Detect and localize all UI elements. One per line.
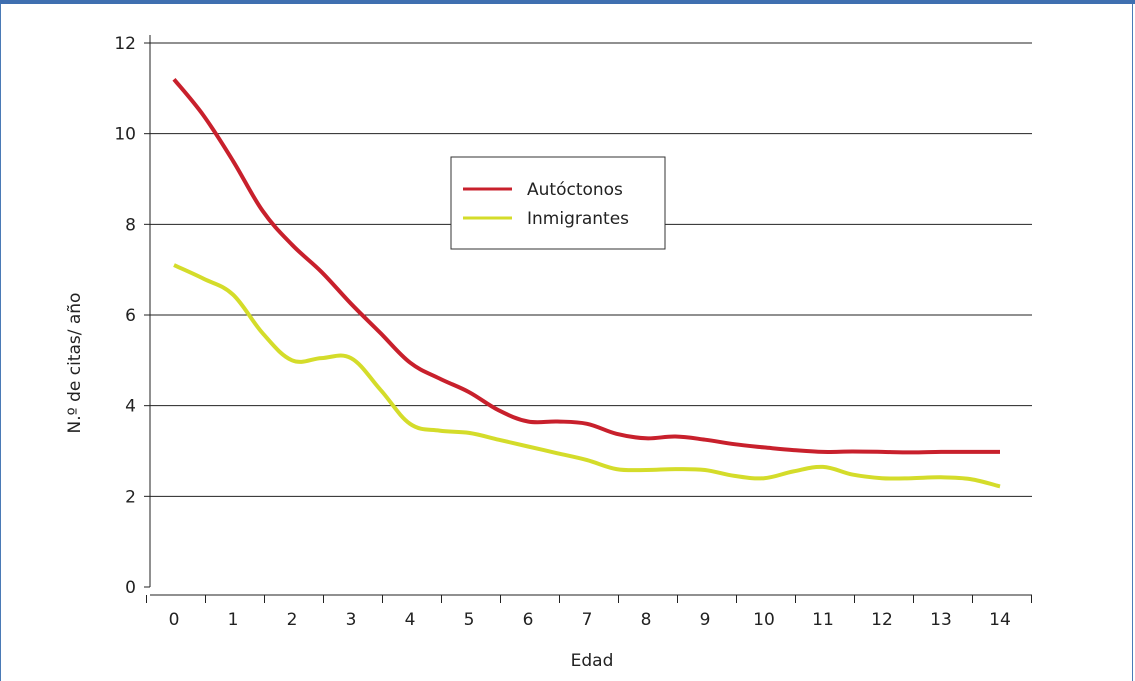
x-tick-label-13: 13 bbox=[930, 610, 952, 630]
legend: Autóctonos Inmigrantes bbox=[450, 156, 666, 250]
y-tick-label-4: 4 bbox=[125, 397, 136, 417]
series-line-inmigrantes bbox=[173, 263, 1001, 489]
y-axis-ticks: 0 2 4 6 8 10 12 bbox=[114, 34, 150, 598]
x-tick-label-0: 0 bbox=[169, 610, 180, 630]
y-tick-label-2: 2 bbox=[125, 487, 136, 507]
x-tick-label-6: 6 bbox=[523, 610, 534, 630]
x-tick-label-5: 5 bbox=[464, 610, 475, 630]
x-axis-ticks: 0 1 2 3 4 5 6 7 8 9 10 11 12 13 14 bbox=[146, 595, 1032, 630]
x-tick-label-9: 9 bbox=[700, 610, 711, 630]
grid-lines bbox=[150, 42, 1032, 497]
x-tick-label-11: 11 bbox=[812, 610, 834, 630]
legend-label-inmigrantes: Inmigrantes bbox=[527, 209, 629, 229]
x-tick-label-12: 12 bbox=[871, 610, 893, 630]
x-tick-label-1: 1 bbox=[228, 610, 239, 630]
x-tick-label-2: 2 bbox=[287, 610, 298, 630]
x-tick-label-14: 14 bbox=[989, 610, 1011, 630]
x-tick-label-10: 10 bbox=[753, 610, 775, 630]
x-tick-label-7: 7 bbox=[582, 610, 593, 630]
y-tick-label-12: 12 bbox=[114, 34, 136, 54]
y-axis-title: N.º de citas/ año bbox=[65, 293, 85, 434]
y-tick-label-0: 0 bbox=[125, 578, 136, 598]
top-border bbox=[0, 0, 1135, 4]
series-lines bbox=[172, 78, 1001, 489]
x-tick-label-3: 3 bbox=[346, 610, 357, 630]
axes bbox=[149, 35, 1032, 596]
y-tick-label-6: 6 bbox=[125, 306, 136, 326]
x-axis-title: Edad bbox=[571, 651, 614, 671]
legend-box bbox=[450, 156, 666, 250]
legend-label-autoctonos: Autóctonos bbox=[527, 180, 623, 200]
series-line-autoctonos bbox=[172, 78, 1000, 455]
y-tick-label-8: 8 bbox=[125, 215, 136, 235]
x-tick-label-4: 4 bbox=[405, 610, 416, 630]
x-tick-label-8: 8 bbox=[641, 610, 652, 630]
y-tick-label-10: 10 bbox=[114, 125, 136, 145]
